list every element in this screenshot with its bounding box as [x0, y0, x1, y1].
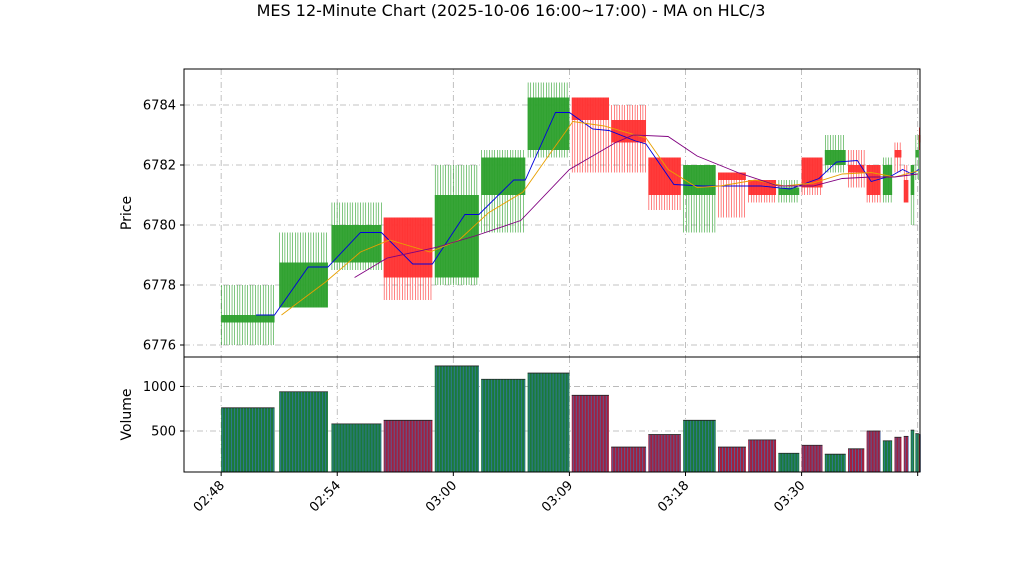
candle-18 [882, 157, 893, 203]
volume-panel: 500 1000 Volume [119, 356, 921, 473]
x-tick-label-5: 03:30 [771, 478, 808, 515]
price-panel: 6776 6778 6780 6782 6784 Price [119, 68, 921, 358]
volume-bar-3 [383, 419, 433, 472]
volume-tick-label-1: 1000 [143, 380, 176, 395]
volume-bar-20 [903, 435, 909, 472]
volume-bar-8 [611, 446, 647, 472]
candle-body-11 [718, 172, 746, 180]
price-tick-label-3: 6782 [143, 159, 176, 174]
candle-body-15 [824, 150, 846, 165]
volume-bar-19 [894, 436, 902, 472]
candle-body-22 [915, 150, 919, 158]
volume-bar-12 [748, 439, 777, 472]
price-tick-label-0: 6776 [143, 339, 176, 354]
price-grid [184, 69, 920, 357]
volume-bar-10 [683, 419, 716, 472]
volume-bar-6 [527, 372, 570, 472]
candle-12 [748, 180, 777, 203]
candle-body-7 [571, 97, 609, 120]
ma-slow-line [354, 134, 918, 278]
price-tick-label-4: 6784 [143, 99, 176, 114]
price-bars [221, 82, 921, 345]
volume-panel-frame [183, 356, 921, 473]
ma-fast-line [256, 112, 920, 316]
volume-bars [221, 365, 921, 472]
price-axis-label: Price [119, 196, 135, 230]
candle-16 [848, 150, 865, 188]
ma-mid-line [281, 121, 918, 316]
candle-14 [801, 157, 823, 195]
x-tick-label-2: 03:00 [423, 478, 460, 515]
volume-bar-16 [848, 448, 865, 472]
volume-bar-7 [571, 394, 609, 472]
volume-bar-1 [279, 391, 328, 472]
price-tick-label-1: 6778 [143, 279, 176, 294]
candle-17 [866, 165, 881, 203]
moving-average-lines [256, 112, 920, 316]
volume-bar-11 [718, 446, 746, 472]
candle-13 [778, 180, 800, 203]
candle-body-19 [894, 150, 902, 158]
candle-15 [824, 135, 846, 173]
candle-7 [571, 97, 609, 173]
volume-bar-22 [915, 433, 919, 472]
candle-body-2 [331, 225, 382, 263]
candle-body-5 [481, 157, 526, 195]
volume-bar-21 [910, 429, 915, 472]
volume-bar-18 [882, 440, 893, 472]
volume-bar-0 [221, 407, 275, 472]
candle-19 [894, 142, 902, 173]
candle-11 [718, 172, 746, 218]
candle-10 [683, 165, 716, 233]
x-axis-ticks: 02:48 02:54 03:00 03:09 03:18 03:30 [191, 472, 919, 515]
volume-bar-2 [331, 423, 382, 472]
candle-4 [434, 165, 479, 285]
candle-body-0 [221, 315, 275, 323]
candle-body-9 [648, 157, 681, 195]
candle-body-12 [748, 180, 777, 195]
candle-3 [383, 217, 433, 300]
chart-title: MES 12-Minute Chart (2025-10-06 16:00~17… [257, 1, 766, 20]
candle-body-20 [903, 180, 909, 203]
candle-22 [915, 135, 919, 180]
candle-body-16 [848, 165, 865, 173]
candle-6 [527, 82, 570, 158]
x-tick-label-0: 02:48 [191, 478, 228, 515]
candle-body-18 [882, 165, 893, 195]
candle-body-4 [434, 195, 479, 278]
volume-axis-label: Volume [119, 388, 135, 440]
volume-bar-15 [824, 453, 846, 472]
price-y-ticks: 6776 6778 6780 6782 6784 [143, 99, 184, 354]
candle-body-8 [611, 120, 647, 143]
volume-bar-13 [778, 452, 800, 472]
candle-body-10 [683, 165, 716, 195]
candle-body-17 [866, 165, 881, 195]
volume-y-ticks: 500 1000 [143, 380, 184, 439]
candle-2 [331, 202, 382, 270]
candle-9 [648, 157, 681, 210]
candle-body-13 [778, 187, 800, 195]
x-tick-label-4: 03:18 [655, 478, 692, 515]
volume-bar-17 [866, 430, 881, 472]
x-tick-label-3: 03:09 [539, 478, 576, 515]
candle-1 [279, 232, 328, 308]
candle-body-14 [801, 157, 823, 188]
x-tick-label-1: 02:54 [307, 478, 344, 515]
volume-bar-4 [434, 365, 479, 472]
price-tick-label-2: 6780 [143, 219, 176, 234]
candle-body-6 [527, 97, 570, 150]
volume-bar-14 [801, 444, 823, 472]
candle-body-1 [279, 262, 328, 308]
volume-bar-9 [648, 434, 681, 472]
volume-bar-5 [481, 378, 526, 472]
candle-body-21 [910, 165, 915, 195]
candle-8 [611, 105, 647, 173]
candle-body-3 [383, 217, 433, 278]
candle-5 [481, 150, 526, 233]
volume-tick-label-0: 500 [151, 424, 176, 439]
